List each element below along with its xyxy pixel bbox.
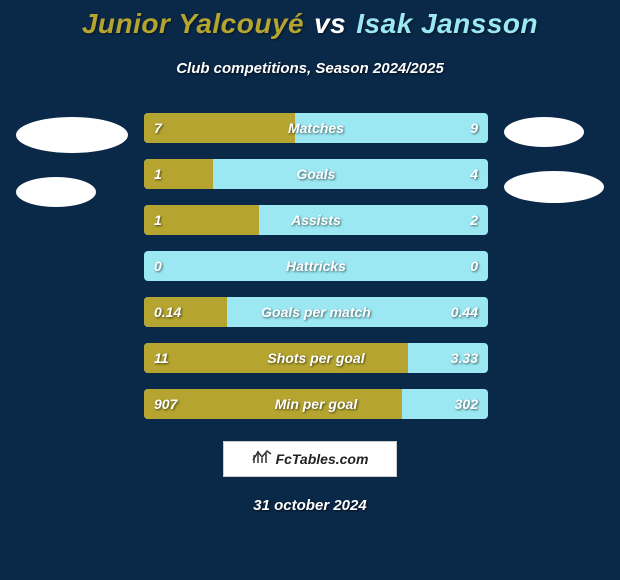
source-logo: FcTables.com (223, 441, 397, 477)
title: Junior Yalcouyé vs Isak Jansson (82, 8, 538, 40)
vs-text: vs (314, 8, 346, 40)
stat-value-left: 0 (154, 251, 162, 281)
avatar-col-right (504, 113, 604, 203)
avatar-placeholder (16, 177, 96, 207)
avatar-placeholder (504, 117, 584, 147)
stat-row: Goals per match0.14 0.44 (144, 297, 488, 327)
stat-row: Hattricks0 0 (144, 251, 488, 281)
chart-icon (252, 449, 272, 470)
stat-value-right: 9 (470, 113, 478, 143)
stat-value-right: 302 (455, 389, 478, 419)
avatar-placeholder (504, 171, 604, 203)
player1-name: Junior Yalcouyé (82, 8, 304, 40)
stat-value-right: 4 (470, 159, 478, 189)
stat-label: Matches (144, 113, 488, 143)
stat-value-left: 1 (154, 205, 162, 235)
stat-value-left: 0.14 (154, 297, 181, 327)
stat-value-left: 7 (154, 113, 162, 143)
stat-label: Goals (144, 159, 488, 189)
date: 31 october 2024 (253, 497, 366, 514)
stat-row: Matches7 9 (144, 113, 488, 143)
avatar-placeholder (16, 117, 128, 153)
stat-value-right: 0.44 (451, 297, 478, 327)
stat-label: Goals per match (144, 297, 488, 327)
stat-value-right: 0 (470, 251, 478, 281)
stat-value-left: 907 (154, 389, 177, 419)
avatar-col-left (16, 113, 128, 207)
stat-label: Hattricks (144, 251, 488, 281)
player2-name: Isak Jansson (356, 8, 538, 40)
stat-label: Assists (144, 205, 488, 235)
comparison-card: Junior Yalcouyé vs Isak Jansson Club com… (0, 0, 620, 580)
stat-value-right: 3.33 (451, 343, 478, 373)
main-area: Matches79Goals14Assists12Hattricks00Goal… (0, 113, 620, 419)
stat-bars: Matches79Goals14Assists12Hattricks00Goal… (144, 113, 488, 419)
stat-row: Shots per goal11 3.33 (144, 343, 488, 373)
stat-row: Assists1 2 (144, 205, 488, 235)
stat-row: Goals1 4 (144, 159, 488, 189)
subtitle: Club competitions, Season 2024/2025 (176, 60, 444, 77)
logo-text: FcTables.com (276, 451, 369, 467)
stat-value-right: 2 (470, 205, 478, 235)
stat-label: Shots per goal (144, 343, 488, 373)
stat-value-left: 1 (154, 159, 162, 189)
stat-row: Min per goal907 302 (144, 389, 488, 419)
stat-value-left: 11 (154, 343, 169, 373)
stat-label: Min per goal (144, 389, 488, 419)
